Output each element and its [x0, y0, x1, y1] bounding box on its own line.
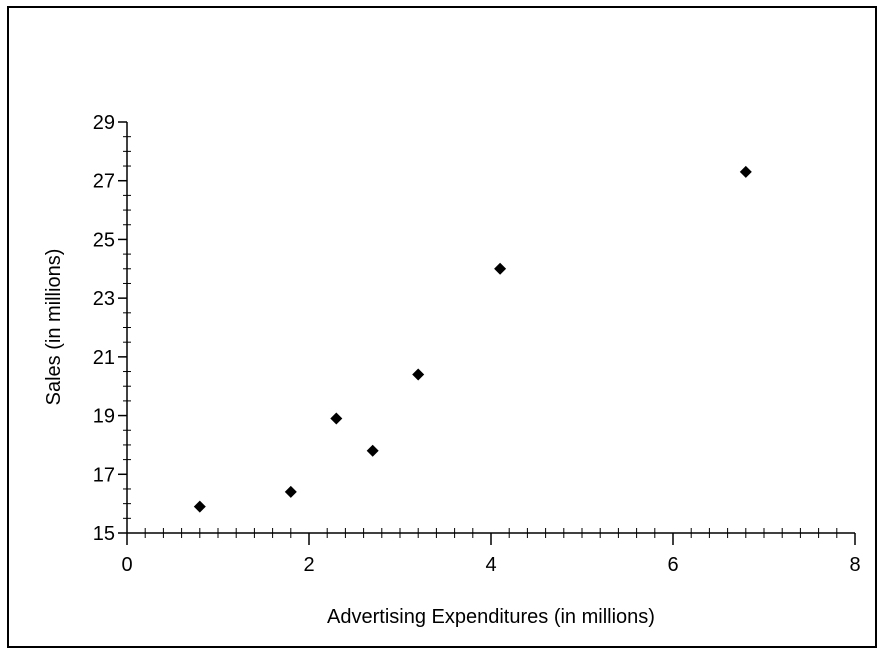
tick-labels: 0 2 4 6 8 15 17 19 21 23 25 27 29: [93, 112, 861, 576]
y-tick-label: 21: [93, 347, 115, 369]
chart-frame: [7, 6, 877, 648]
x-tick-label: 4: [485, 554, 496, 576]
x-tick-label: 0: [121, 554, 132, 576]
y-tick-label: 15: [93, 523, 115, 545]
data-point-marker: [366, 444, 379, 457]
y-tick-label: 19: [93, 406, 115, 428]
data-point-marker: [412, 368, 425, 381]
y-axis-title: Sales (in millions): [43, 249, 65, 406]
data-point-marker: [284, 485, 297, 498]
x-tick-label: 6: [667, 554, 678, 576]
y-tick-label: 29: [93, 112, 115, 134]
x-axis-title: Advertising Expenditures (in millions): [327, 606, 655, 628]
data-point-marker: [739, 165, 752, 178]
y-tick-label: 27: [93, 171, 115, 193]
data-point-marker: [193, 500, 206, 513]
data-point-marker: [330, 412, 343, 425]
y-tick-label: 25: [93, 229, 115, 251]
axes: [118, 121, 856, 545]
x-tick-label: 2: [303, 554, 314, 576]
x-tick-label: 8: [849, 554, 860, 576]
data-point-marker: [494, 262, 507, 275]
y-tick-label: 23: [93, 288, 115, 310]
data-points: [193, 165, 752, 513]
y-tick-label: 17: [93, 464, 115, 486]
